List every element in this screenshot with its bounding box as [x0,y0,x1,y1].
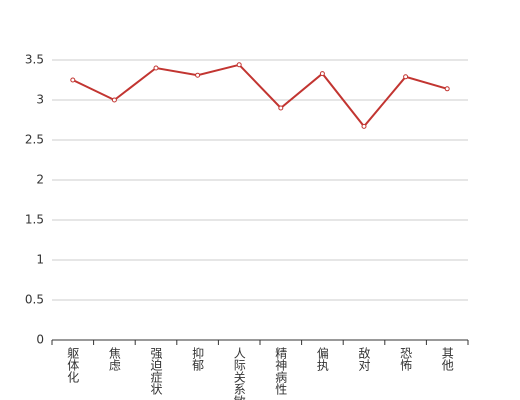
x-tick-label: 偏执 [315,346,329,372]
point [403,74,409,80]
y-tick-label: 1.5 [25,213,44,227]
x-tick-label: 抑郁 [191,346,205,372]
y-tick-label: 1 [36,253,44,267]
y-tick-label: 0 [36,333,44,347]
point [111,97,117,103]
point [195,72,201,78]
point [444,86,450,92]
x-tick-label: 焦虑 [107,347,121,371]
point [278,105,284,111]
x-tick-label: 其他 [440,347,454,371]
x-tick-label: 人际关系敏感 [232,347,246,400]
x-tick-label: 敌对 [357,346,371,371]
x-tick-label: 精神病性 [274,347,288,396]
x-tick-label: 强迫症状 [149,347,163,395]
point [361,123,367,129]
y-tick-label: 2 [36,173,44,187]
x-tick-label: 恐怖 [399,347,413,371]
y-tick-label: 3.5 [25,53,44,67]
y-tick-label: 0.5 [25,293,44,307]
y-tick-label: 2.5 [25,133,44,147]
x-tick-label: 躯体化 [66,346,80,384]
point [236,62,242,68]
point [153,65,159,71]
point [70,77,76,83]
y-tick-label: 3 [36,93,44,107]
line [72,63,448,128]
point [319,71,325,77]
